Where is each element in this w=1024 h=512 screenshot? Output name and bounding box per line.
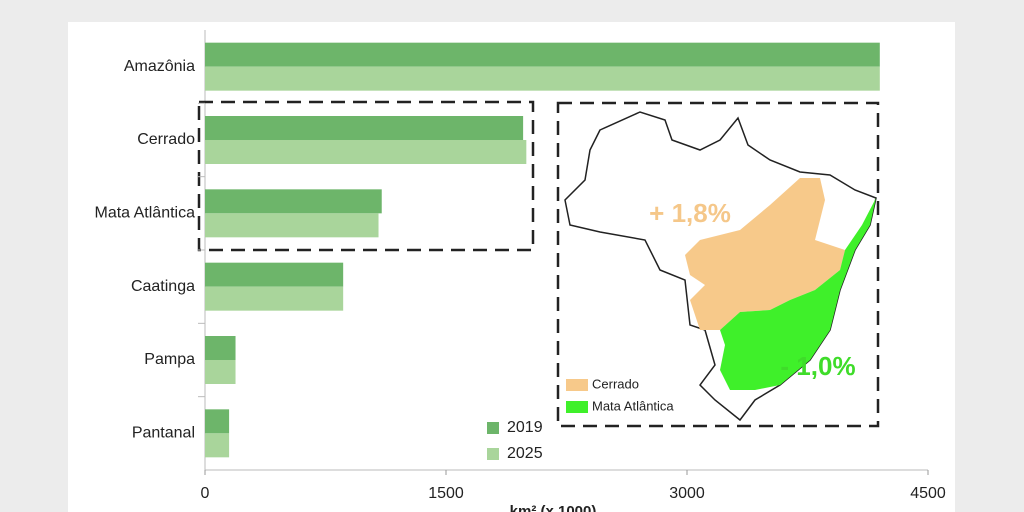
- bar: [205, 66, 880, 91]
- y-tick-label: Mata Atlântica: [95, 205, 196, 222]
- x-tick-label: 3000: [669, 485, 705, 502]
- legend-label: 2025: [507, 445, 543, 462]
- bar: [205, 213, 379, 238]
- map-box: [556, 101, 880, 428]
- x-axis-title: km² (x 1000): [510, 503, 597, 512]
- bar: [205, 409, 230, 434]
- map-legend-swatch: [566, 379, 588, 391]
- x-tick-label: 1500: [428, 485, 464, 502]
- x-tick-label: 0: [201, 485, 210, 502]
- highlight-box: [197, 100, 535, 252]
- bar: [205, 336, 236, 360]
- map-annotation: + 1,8%: [649, 198, 731, 228]
- bar: [205, 140, 527, 164]
- cerrado-region: [685, 178, 845, 330]
- bar: [205, 360, 236, 384]
- bar: [205, 116, 524, 140]
- map-legend-label: Cerrado: [592, 376, 639, 391]
- map-annotation: - 1,0%: [780, 351, 855, 381]
- inset-map: [556, 101, 880, 428]
- bar: [205, 262, 344, 287]
- y-tick-label: Cerrado: [137, 131, 195, 148]
- legend-swatch: [487, 448, 499, 460]
- x-tick-label: 4500: [910, 485, 946, 502]
- map-legend-label: Mata Atlântica: [592, 398, 674, 413]
- y-tick-label: Amazônia: [124, 58, 195, 75]
- y-tick-label: Pampa: [144, 351, 195, 368]
- y-tick-label: Pantanal: [132, 425, 195, 442]
- y-tick-label: Caatinga: [131, 278, 195, 295]
- bar: [205, 286, 344, 311]
- mata-region: [720, 198, 876, 390]
- bar: [205, 433, 230, 458]
- legend-swatch: [487, 422, 499, 434]
- map-legend-swatch: [566, 401, 588, 413]
- legend-label: 2019: [507, 419, 543, 436]
- bar: [205, 189, 382, 214]
- bar: [205, 42, 880, 67]
